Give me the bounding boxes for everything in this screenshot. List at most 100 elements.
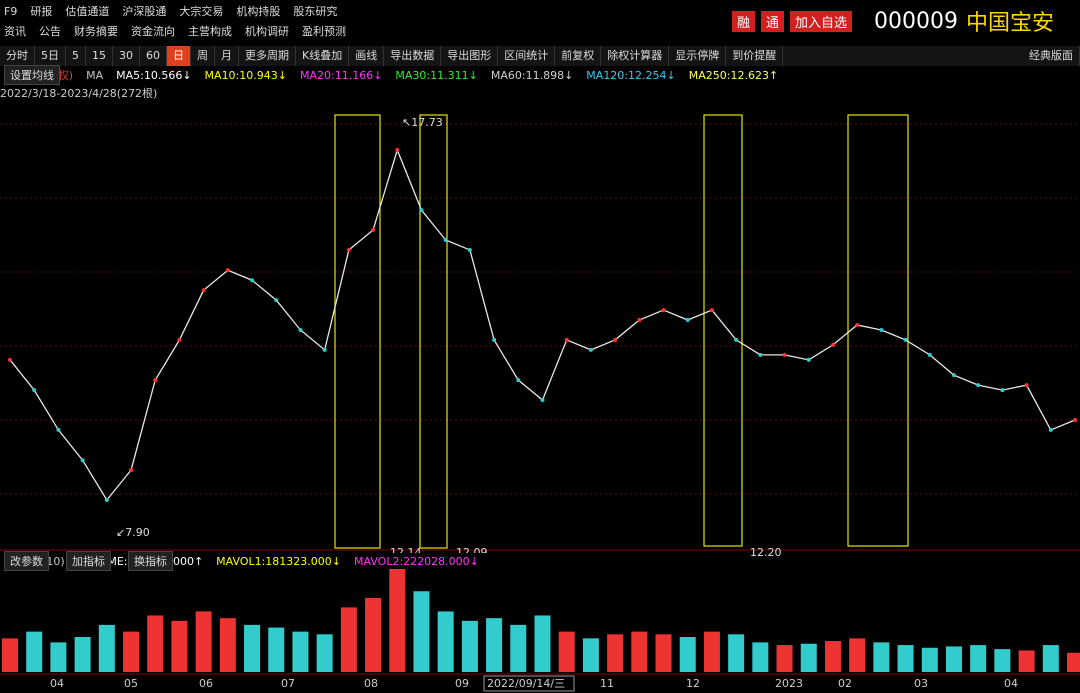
volume-bar	[631, 631, 648, 672]
high-label: ↖17.73	[402, 116, 443, 129]
menu-item[interactable]: 研报	[30, 5, 53, 18]
price-point	[782, 352, 787, 357]
menu-item[interactable]: 盈利预测	[302, 25, 346, 38]
price-point	[322, 347, 327, 352]
toolbar-button[interactable]: 5日	[35, 46, 66, 66]
toolbar-button[interactable]: K线叠加	[296, 46, 350, 66]
toolbar-button[interactable]: 30	[113, 46, 140, 66]
volume-bar	[1018, 650, 1035, 672]
volume-bar	[389, 567, 406, 672]
volume-bar	[365, 597, 382, 672]
toolbar-button[interactable]: 月	[215, 46, 239, 66]
cursor-box	[483, 675, 575, 692]
ma-settings-button[interactable]: 设置均线	[4, 65, 60, 85]
toolbar-button[interactable]: 前复权	[555, 46, 602, 66]
menu-item[interactable]: 估值通道	[65, 5, 110, 18]
price-point	[637, 318, 642, 323]
volume-bar	[849, 638, 866, 672]
ma-legend-item: MA250:12.623↑	[688, 68, 779, 82]
chart: ↖17.73 ↙7.90 12.14 12.09 12.20 040506070…	[0, 114, 1080, 692]
volume-bar	[873, 642, 890, 672]
price-point	[758, 352, 763, 357]
toolbar-button[interactable]: 导出图形	[441, 46, 499, 66]
toolbar-button[interactable]: 更多周期	[239, 46, 296, 66]
volume-bar	[679, 637, 696, 672]
vol-button[interactable]: 改参数	[4, 551, 49, 571]
volume-bar	[268, 627, 285, 672]
toolbar-button[interactable]: 到价提醒	[726, 46, 784, 66]
price-point	[8, 357, 12, 362]
badge[interactable]: 融	[732, 10, 756, 32]
price-point	[540, 398, 545, 403]
price-point	[734, 337, 739, 342]
volume-bar	[800, 643, 817, 672]
volume-bar	[655, 634, 672, 672]
toolbar-button[interactable]: 周	[191, 46, 215, 66]
toolbar-button[interactable]: 画线	[349, 46, 385, 66]
toolbar-button[interactable]: 显示停牌	[669, 46, 727, 66]
x-axis-label: 2022/09/14/三	[487, 677, 565, 690]
volume-bar	[316, 634, 333, 672]
menu-item[interactable]: 股东研究	[293, 5, 338, 18]
volume-bar	[728, 634, 745, 672]
price-point	[419, 208, 424, 213]
price-point	[153, 378, 158, 383]
volume-bar	[752, 642, 769, 672]
vol-buttons: 改参数 加指标 换指标	[0, 551, 1074, 571]
menu-item[interactable]: 机构调研	[245, 25, 289, 38]
toolbar-button[interactable]: 5	[66, 46, 86, 66]
toolbar-button[interactable]: 15	[86, 46, 113, 66]
x-axis-label: 06	[199, 677, 213, 690]
price-point	[903, 337, 908, 342]
ma-legend-item: MA10:10.943↓	[204, 68, 287, 82]
x-axis-label: 05	[124, 677, 138, 690]
menu-item[interactable]: F9	[4, 4, 18, 18]
ma-legend-item: MA60:11.898↓	[490, 68, 574, 82]
toolbar-button[interactable]: 60	[140, 46, 167, 66]
range: 2022/3/18-2023/4/28(272根)	[0, 86, 1070, 100]
ma-legend-item: MA5:10.566↓	[116, 68, 192, 82]
toolbar-button[interactable]: 区间统计	[498, 46, 556, 66]
price-point	[467, 247, 472, 252]
menu-item[interactable]: 资金流向	[131, 25, 175, 38]
menu-item[interactable]: 机构持股	[236, 5, 281, 18]
volume-bar	[147, 615, 164, 672]
x-axis-label: 04	[50, 677, 64, 690]
volume-bar	[970, 645, 987, 672]
price-point	[927, 352, 932, 357]
vol-legend-item: MAVOL2:222028.000↓	[354, 554, 479, 568]
volume-bar	[26, 631, 43, 672]
interval-boxes	[334, 114, 909, 549]
menu-item[interactable]: 公告	[39, 25, 61, 38]
toolbar-button[interactable]: 除权计算器	[601, 46, 670, 66]
vol-button[interactable]: 换指标	[128, 551, 173, 571]
stock-header: 融通加入自选 000009 中国宝安	[732, 8, 1067, 36]
menu-item[interactable]: 大宗交易	[179, 5, 224, 18]
volume-bar	[582, 638, 599, 672]
volume-bar	[2, 638, 18, 672]
menu-item[interactable]: 沪深股通	[122, 5, 167, 18]
menu-item[interactable]: 资讯	[4, 25, 26, 38]
price-point	[1000, 388, 1005, 393]
add-watch-button[interactable]: 加入自选	[790, 10, 853, 32]
price-point	[298, 327, 303, 332]
volume-bar	[994, 649, 1011, 672]
menu-item[interactable]: 财务摘要	[74, 25, 118, 38]
price-point	[516, 378, 521, 383]
x-axis-label: 03	[914, 677, 928, 690]
vol-button[interactable]: 加指标	[66, 551, 111, 571]
volume-bar	[340, 607, 357, 672]
layout-button[interactable]: 经典版面	[1023, 46, 1080, 66]
menu-item[interactable]: 主营构成	[188, 25, 232, 38]
ma-settings[interactable]: 设置均线	[0, 65, 1060, 85]
menu-row: 资讯 公告 财务摘要 资金流向 主营构成 机构调研 盈利预测	[4, 22, 359, 40]
toolbar-button[interactable]: 分时	[0, 46, 35, 66]
volume-bar	[897, 645, 914, 672]
toolbar-button[interactable]: 导出数据	[384, 46, 442, 66]
price-point	[492, 337, 497, 342]
toolbar-button[interactable]: 日	[167, 46, 191, 66]
volume-bar	[437, 611, 454, 672]
price-point	[395, 148, 400, 152]
badge[interactable]: 通	[761, 10, 785, 32]
